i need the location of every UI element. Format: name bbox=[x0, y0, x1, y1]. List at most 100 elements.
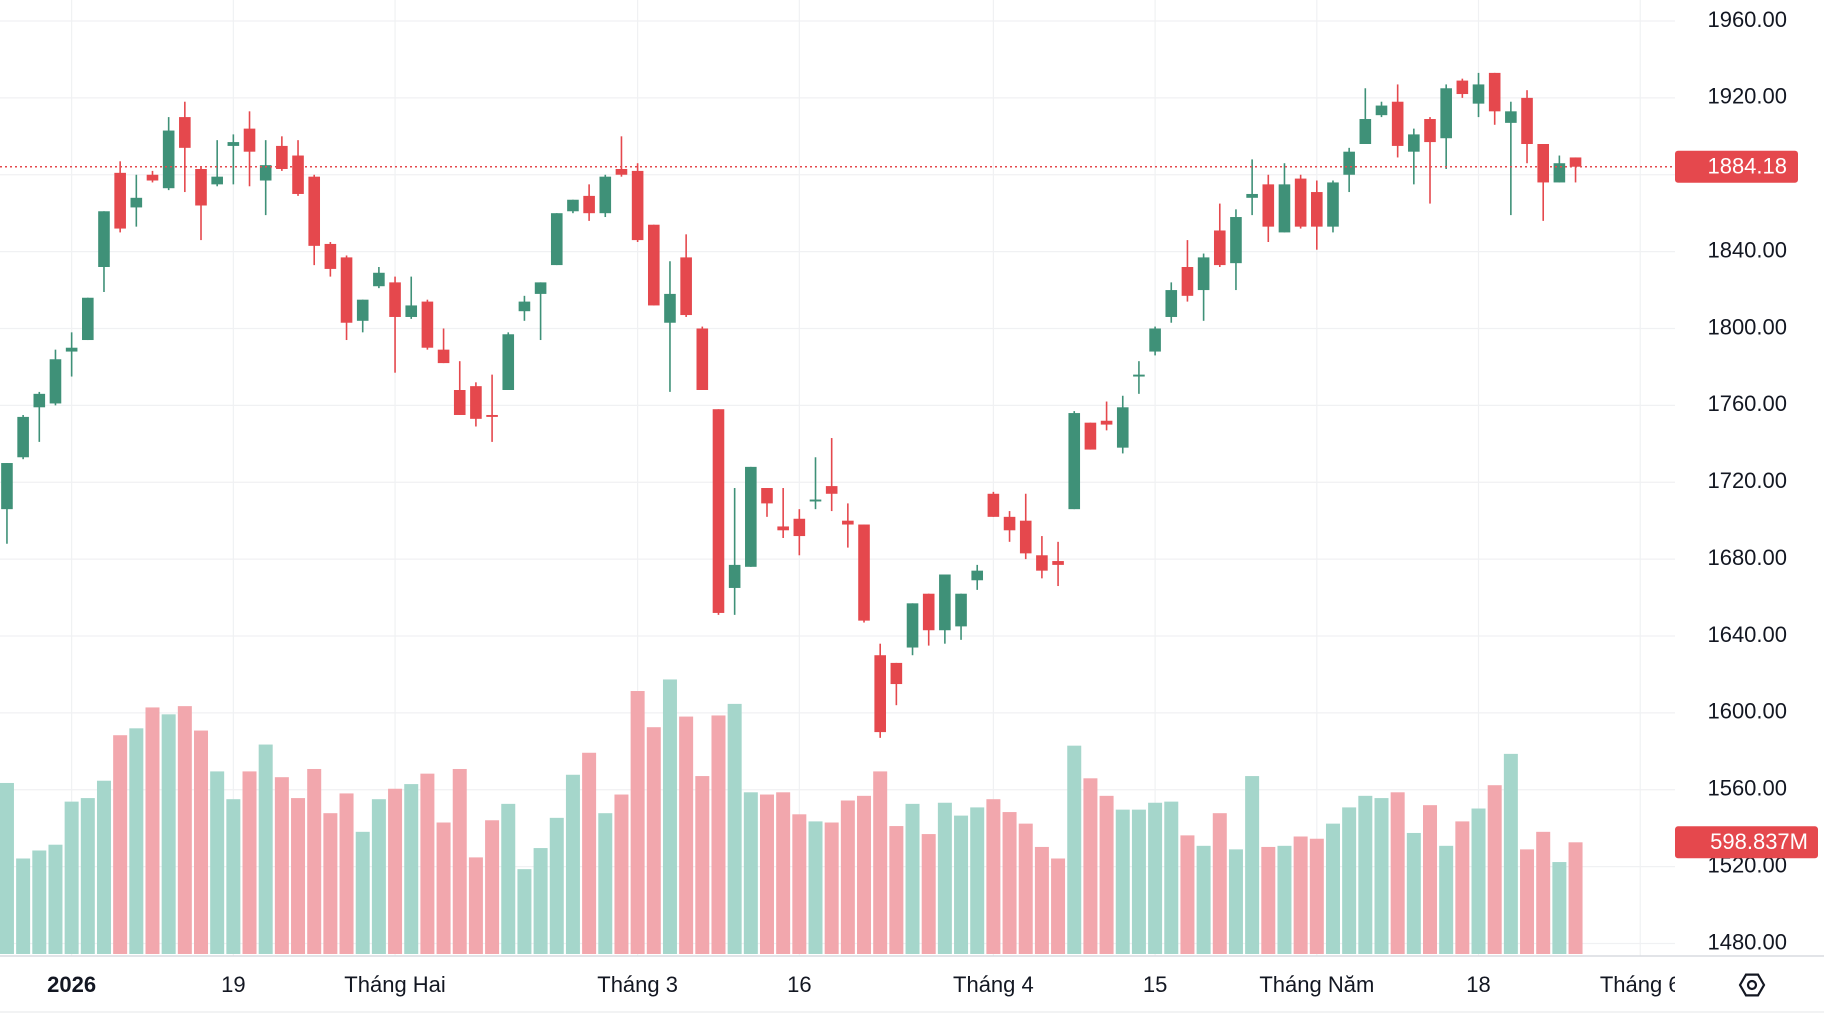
volume-bar bbox=[1115, 809, 1130, 954]
y-tick-label: 1600.00 bbox=[1707, 699, 1787, 724]
candle-body bbox=[453, 390, 466, 415]
candle-body bbox=[1408, 134, 1420, 152]
settings-hex[interactable] bbox=[1738, 973, 1766, 997]
candle-body bbox=[437, 349, 450, 364]
volume-bar bbox=[96, 780, 111, 954]
candle-body bbox=[922, 593, 935, 631]
candle-body bbox=[1424, 119, 1436, 143]
volume-bar bbox=[1099, 795, 1114, 954]
candle-body bbox=[1521, 97, 1533, 144]
volume-bar bbox=[776, 792, 791, 954]
volume-bar bbox=[274, 777, 289, 954]
candle-body bbox=[1472, 84, 1485, 104]
candle-body bbox=[906, 603, 919, 648]
candle-body bbox=[971, 570, 984, 581]
candle-body bbox=[211, 176, 223, 185]
candle-body bbox=[1149, 328, 1161, 352]
volume-bar bbox=[1164, 801, 1179, 954]
volume-bar bbox=[743, 792, 758, 954]
candle-body bbox=[502, 334, 515, 390]
volume-bar bbox=[1536, 831, 1551, 954]
y-tick-label: 1760.00 bbox=[1707, 391, 1787, 416]
volume-bar bbox=[1131, 809, 1146, 954]
volume-bar bbox=[501, 803, 516, 954]
last-price-box bbox=[1675, 150, 1798, 183]
candle-body bbox=[1505, 111, 1517, 123]
volume-bar bbox=[517, 869, 532, 954]
candle-body bbox=[146, 174, 159, 181]
candle-body bbox=[1375, 105, 1388, 116]
settings-dot[interactable] bbox=[1746, 979, 1758, 991]
candle-body bbox=[1488, 72, 1501, 112]
candle-body bbox=[696, 328, 709, 390]
volume-bar bbox=[113, 735, 128, 954]
volume-bar bbox=[468, 857, 483, 954]
volume-bar bbox=[889, 826, 904, 954]
candle-body bbox=[1197, 257, 1210, 291]
volume-bar bbox=[485, 820, 500, 954]
volume-bar bbox=[695, 776, 710, 954]
candle-body bbox=[809, 499, 822, 502]
candle-body bbox=[308, 176, 321, 246]
volume-bar bbox=[339, 793, 354, 954]
volume-bar bbox=[1423, 805, 1438, 954]
settings-icon[interactable] bbox=[1738, 973, 1766, 997]
volume-bar bbox=[177, 706, 192, 954]
y-tick-label: 1560.00 bbox=[1707, 776, 1787, 801]
y-tick-label: 1720.00 bbox=[1707, 468, 1787, 493]
volume-bar bbox=[727, 703, 742, 954]
last-volume-box bbox=[1675, 826, 1818, 859]
candle-body bbox=[777, 526, 789, 531]
price-pane bbox=[0, 72, 1675, 738]
y-axis: 1480.001520.001560.001600.001640.001680.… bbox=[1675, 7, 1818, 954]
volume-bar bbox=[1277, 845, 1292, 954]
volume-bar bbox=[452, 768, 467, 954]
volume-bar bbox=[679, 716, 694, 954]
volume-bar bbox=[970, 807, 985, 954]
candle-body bbox=[243, 128, 256, 152]
x-tick-label: Tháng 6 bbox=[1600, 972, 1681, 997]
volume-bar bbox=[161, 714, 176, 954]
x-tick-label: Tháng 4 bbox=[953, 972, 1034, 997]
volume-bar bbox=[210, 771, 225, 954]
candle-body bbox=[615, 168, 628, 175]
y-tick-label: 1840.00 bbox=[1707, 237, 1787, 262]
volume-bar bbox=[1503, 753, 1518, 954]
volume-bar bbox=[436, 822, 451, 954]
candle-body bbox=[1246, 193, 1258, 198]
volume-bar bbox=[0, 782, 14, 954]
candle-body bbox=[728, 564, 741, 588]
y-tick-label: 1960.00 bbox=[1707, 7, 1787, 32]
candle-body bbox=[1133, 374, 1145, 377]
volume-bar bbox=[646, 727, 661, 954]
candle-body bbox=[1052, 561, 1064, 565]
candle-body bbox=[599, 176, 612, 214]
candle-body bbox=[1311, 192, 1323, 227]
volume-bar bbox=[1487, 785, 1502, 954]
candle-body bbox=[227, 142, 240, 146]
candle-body bbox=[955, 593, 967, 627]
volume-bar bbox=[937, 802, 952, 954]
volume-bar bbox=[1018, 823, 1033, 954]
volume-bar bbox=[1520, 849, 1535, 954]
volume-bar bbox=[1067, 745, 1082, 954]
x-tick-label: Tháng 3 bbox=[597, 972, 678, 997]
volume-bar bbox=[598, 813, 613, 954]
candle-body bbox=[842, 520, 854, 525]
candle-body bbox=[647, 224, 660, 306]
volume-bar bbox=[954, 815, 969, 954]
candle-body bbox=[114, 172, 126, 229]
candle-body bbox=[761, 488, 773, 504]
candle-body bbox=[1262, 184, 1275, 227]
x-tick-label: 19 bbox=[221, 972, 245, 997]
grid bbox=[0, 0, 1675, 956]
volume-bar bbox=[582, 752, 597, 954]
volume-bar bbox=[48, 844, 63, 954]
volume-bar bbox=[1455, 821, 1470, 954]
candle-body bbox=[1456, 80, 1469, 95]
candle-body bbox=[1569, 157, 1582, 167]
volume-bar bbox=[1342, 807, 1357, 954]
candle-body bbox=[49, 359, 62, 404]
candle-body bbox=[518, 301, 531, 312]
candle-body bbox=[1181, 267, 1194, 296]
